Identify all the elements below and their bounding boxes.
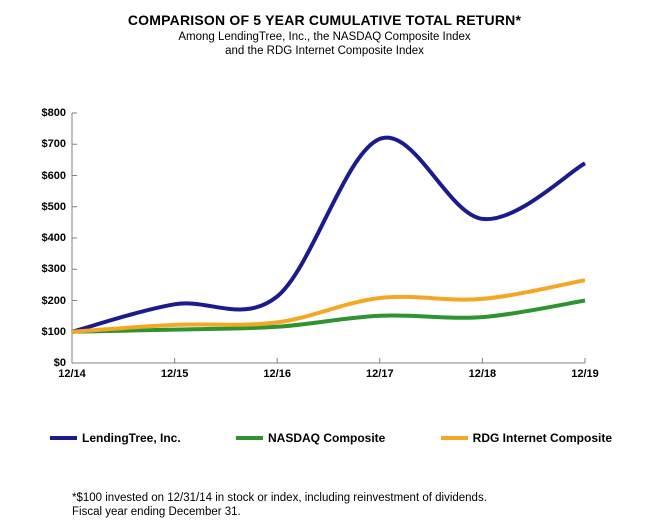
y-tick-label: $100 bbox=[41, 325, 66, 338]
y-tick-label: $800 bbox=[41, 107, 66, 119]
series-line-rdg-internet-composite bbox=[71, 278, 586, 334]
footnote-line1: *$100 invested on 12/31/14 in stock or i… bbox=[72, 492, 487, 504]
x-tick-label: 12/14 bbox=[58, 368, 86, 380]
legend-swatch-icon bbox=[50, 436, 77, 440]
x-tick-label: 12/15 bbox=[160, 368, 189, 380]
x-tick-label: 12/16 bbox=[263, 368, 291, 380]
y-tick-label: $0 bbox=[53, 357, 66, 369]
series-line-lendingtree-inc bbox=[71, 135, 587, 334]
legend-label: NASDAQ Composite bbox=[268, 431, 386, 445]
series-line-nasdaq-composite bbox=[71, 298, 586, 334]
legend-swatch-icon bbox=[440, 436, 468, 440]
y-tick-label: $500 bbox=[41, 200, 66, 213]
x-tick-label: 12/19 bbox=[571, 368, 599, 380]
legend-item-lendingtree-inc: LendingTree, Inc. bbox=[50, 431, 181, 445]
legend-item-rdg-internet-composite: RDG Internet Composite bbox=[440, 431, 612, 445]
x-tick-label: 12/17 bbox=[366, 368, 394, 380]
legend-item-nasdaq-composite: NASDAQ Composite bbox=[236, 431, 385, 445]
chart-footnote: *$100 invested on 12/31/14 in stock or i… bbox=[72, 492, 487, 519]
y-tick-label: $300 bbox=[41, 263, 66, 276]
footnote-line2: Fiscal year ending December 31. bbox=[72, 505, 241, 518]
y-tick-label: $200 bbox=[41, 294, 66, 307]
chart-subtitle-line1: Among LendingTree, Inc., the NASDAQ Comp… bbox=[178, 31, 471, 43]
chart-subtitle-line2: and the RDG Internet Composite Index bbox=[225, 45, 424, 57]
y-tick-label: $400 bbox=[41, 232, 66, 244]
y-tick-label: $700 bbox=[41, 138, 66, 151]
chart-title: COMPARISON OF 5 YEAR CUMULATIVE TOTAL RE… bbox=[127, 12, 522, 28]
legend-label: LendingTree, Inc. bbox=[82, 431, 181, 445]
chart-legend: LendingTree, Inc. NASDAQ Composite RDG Int… bbox=[50, 430, 612, 446]
legend-label: RDG Internet Composite bbox=[472, 431, 612, 445]
legend-swatch-icon bbox=[236, 436, 263, 440]
y-tick-label: $600 bbox=[41, 169, 66, 182]
x-tick-label: 12/18 bbox=[468, 368, 497, 380]
